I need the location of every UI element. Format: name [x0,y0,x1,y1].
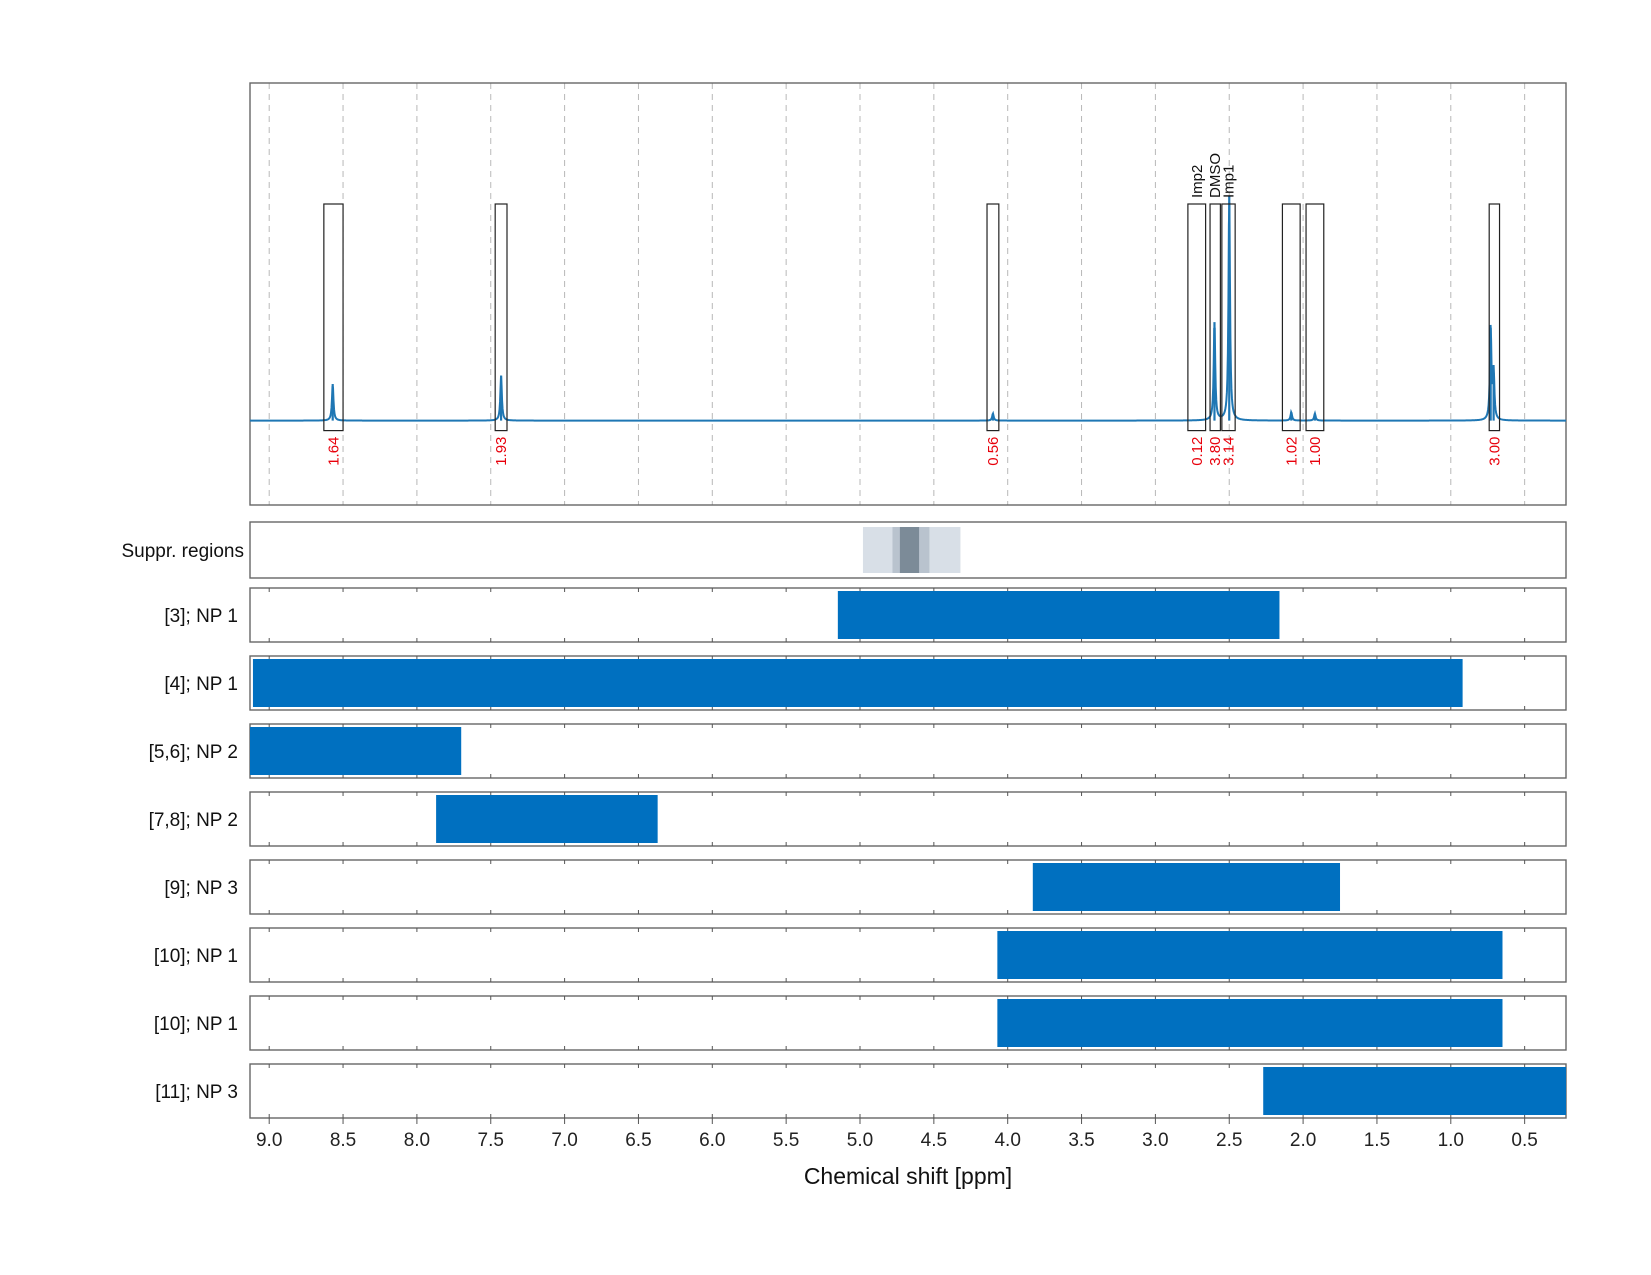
x-tick-label: 1.5 [1364,1130,1390,1151]
x-tick-label: 6.0 [699,1130,725,1151]
region-annotation: Imp1 [1221,165,1238,198]
row-label: [10]; NP 1 [154,946,238,967]
integral-label: 3.00 [1486,437,1503,466]
row-label: [3]; NP 1 [164,606,238,627]
x-tick-label: 6.5 [625,1130,651,1151]
range-row-frame [249,655,1567,711]
integral-label: 1.93 [493,437,510,466]
region-annotation: DMSO [1207,153,1224,198]
x-tick-label: 4.0 [994,1130,1020,1151]
x-tick-label: 1.0 [1438,1130,1464,1151]
integration-region [1488,203,1501,432]
spectrum-frame [249,82,1567,506]
x-axis-label: Chemical shift [ppm] [804,1163,1012,1189]
x-tick-label: 2.5 [1216,1130,1242,1151]
x-tick-label: 9.0 [256,1130,282,1151]
range-row-frame [249,587,1567,643]
integral-label: 1.00 [1307,437,1324,466]
x-tick-label: 4.5 [921,1130,947,1151]
suppression-frame [249,521,1567,579]
range-rows: Suppr. regions [3]; NP 1 [4]; NP 1 [5,6]; N… [121,521,1567,1119]
range-bar [1032,863,1341,911]
row-label: [10]; NP 1 [154,1014,238,1035]
suppression-band [899,527,920,573]
integral-label: 3.80 [1207,437,1224,466]
range-bar [837,591,1280,639]
grid-lines [268,83,1526,505]
integration-region [986,203,1000,432]
integration-region [494,203,508,432]
integral-label: 0.12 [1189,437,1206,466]
x-axis: 9.0 8.5 8.0 7.5 7.0 6.5 6.0 5.5 5.0 4.5 4.0 3.5 3.0 2… [256,1118,1538,1151]
range-bar [997,999,1503,1047]
range-bar [997,931,1503,979]
x-tick-label: 5.5 [773,1130,799,1151]
row-label: Suppr. regions [121,541,244,562]
x-tick-label: 0.5 [1511,1130,1537,1151]
x-tick-label: 8.5 [330,1130,356,1151]
integral-label: 3.14 [1221,437,1238,466]
region-annotation: Imp2 [1189,165,1206,198]
integration-region [1209,203,1221,432]
x-tick-label: 2.0 [1290,1130,1316,1151]
range-row-frame [249,859,1567,915]
spectrum-line [250,202,1566,422]
x-tick-label: 3.5 [1068,1130,1094,1151]
range-row-frame [249,995,1567,1051]
row-label: [11]; NP 3 [155,1082,238,1103]
integral-label: 1.02 [1283,437,1300,466]
row-label: [9]; NP 3 [164,878,238,899]
integration-region [323,203,344,432]
range-row-frame [249,927,1567,983]
integral-label: 1.64 [325,437,342,466]
x-tick-label: 3.0 [1142,1130,1168,1151]
row-label: [7,8]; NP 2 [149,810,238,831]
x-tick-label: 7.5 [478,1130,504,1151]
integration-region [1221,203,1236,432]
range-bar [252,659,1463,707]
x-tick-label: 8.0 [404,1130,430,1151]
integration-region [1281,203,1301,432]
integral-label: 0.56 [985,437,1002,466]
range-bar [1263,1067,1566,1115]
range-bar [250,727,462,775]
row-label: [5,6]; NP 2 [149,742,238,763]
x-tick-label: 5.0 [847,1130,873,1151]
integration-region [1187,203,1207,432]
range-row-frame [249,791,1567,847]
x-tick-label: 7.0 [551,1130,577,1151]
row-label: [4]; NP 1 [164,674,238,695]
spectrum-panel: 1.64 1.93 0.56 0.12 Imp2 3.80 DMSO 3.14 Imp1 1.02… [249,82,1567,506]
range-bar [436,795,658,843]
integration-region [1305,203,1325,432]
